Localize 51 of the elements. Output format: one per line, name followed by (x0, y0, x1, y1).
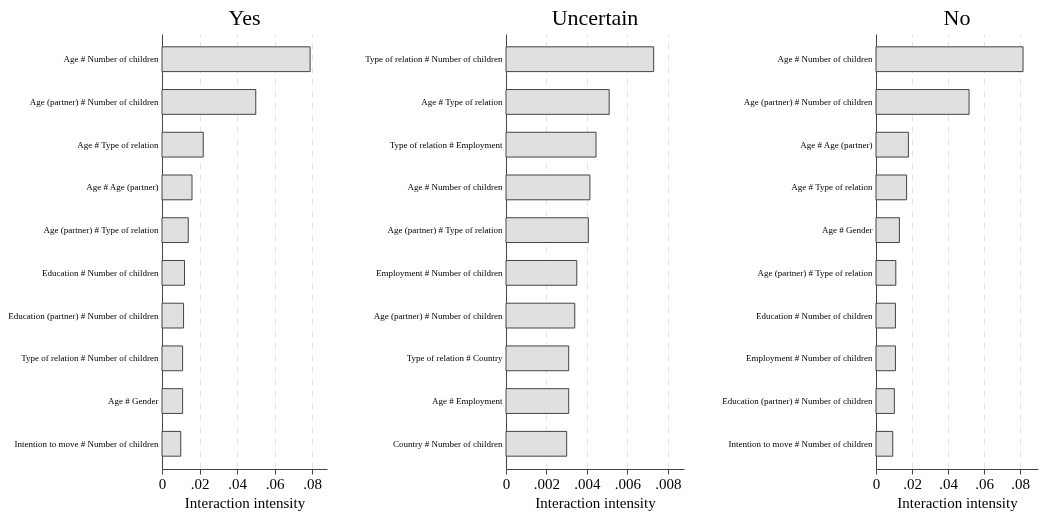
y-tick-label: Age # Gender (822, 225, 873, 236)
y-tick-label: Country # Number of children (393, 438, 503, 449)
x-tick-label: .06 (265, 475, 285, 492)
chart-title: No (943, 5, 971, 30)
y-tick-label: Age # Gender (108, 396, 159, 407)
y-tick-label: Age (partner) # Number of children (373, 310, 503, 321)
x-tick-label: .04 (228, 475, 248, 492)
y-tick-label: Age # Age (partner) (800, 139, 873, 150)
y-tick-label: Age (partner) # Number of children (743, 96, 873, 107)
x-tick-label: .04 (939, 475, 959, 492)
y-tick-label: Intention to move # Number of children (728, 438, 873, 449)
x-tick-label: .02 (190, 475, 210, 492)
y-tick-label: Employment # Number of children (746, 353, 873, 364)
x-tick-label: .006 (614, 475, 642, 492)
y-tick-label: Intention to move # Number of children (14, 438, 159, 449)
x-axis-title: Interaction intensity (897, 494, 1019, 511)
y-tick-label: Age # Type of relation (421, 96, 503, 107)
y-tick-label: Age (partner) # Type of relation (757, 267, 873, 278)
x-tick-label: .004 (574, 475, 602, 492)
y-tick-label: Employment # Number of children (376, 267, 503, 278)
y-tick-label: Education (partner) # Number of children (8, 310, 159, 321)
x-axis-title: Interaction intensity (535, 494, 657, 511)
x-tick-label: 0 (158, 475, 167, 492)
x-tick-label: .06 (975, 475, 995, 492)
x-tick-label: .02 (903, 475, 922, 492)
x-tick-label: 0 (872, 475, 881, 492)
x-tick-label: .08 (1011, 475, 1030, 492)
y-tick-label: Age # Type of relation (77, 139, 159, 150)
y-tick-label: Age # Number of children (777, 54, 873, 65)
x-tick-label: .08 (303, 475, 322, 492)
y-tick-label: Age (partner) # Type of relation (43, 225, 159, 236)
x-tick-label: 0 (502, 475, 511, 492)
x-axis-title: Interaction intensity (184, 494, 306, 511)
y-tick-label: Education # Number of children (756, 310, 873, 321)
y-tick-label: Age (partner) # Number of children (29, 96, 159, 107)
y-tick-label: Type of relation # Country (406, 353, 503, 364)
x-tick-label: .002 (533, 475, 561, 492)
chart-title: Uncertain (551, 5, 639, 30)
y-tick-label: Age # Employment (432, 396, 503, 407)
y-tick-label: Age # Number of children (63, 54, 159, 65)
y-tick-label: Education (partner) # Number of children (722, 396, 873, 407)
y-tick-label: Type of relation # Employment (389, 139, 503, 150)
x-tick-label: .008 (655, 475, 682, 492)
y-tick-label: Type of relation # Number of children (365, 54, 503, 65)
y-tick-label: Age # Type of relation (791, 182, 873, 193)
y-tick-label: Age # Age (partner) (86, 182, 159, 193)
y-tick-label: Type of relation # Number of children (21, 353, 159, 364)
y-tick-label: Education # Number of children (42, 267, 159, 278)
y-tick-label: Age (partner) # Type of relation (387, 225, 503, 236)
y-tick-label: Age # Number of children (407, 182, 503, 193)
chart-title: Yes (228, 5, 261, 30)
